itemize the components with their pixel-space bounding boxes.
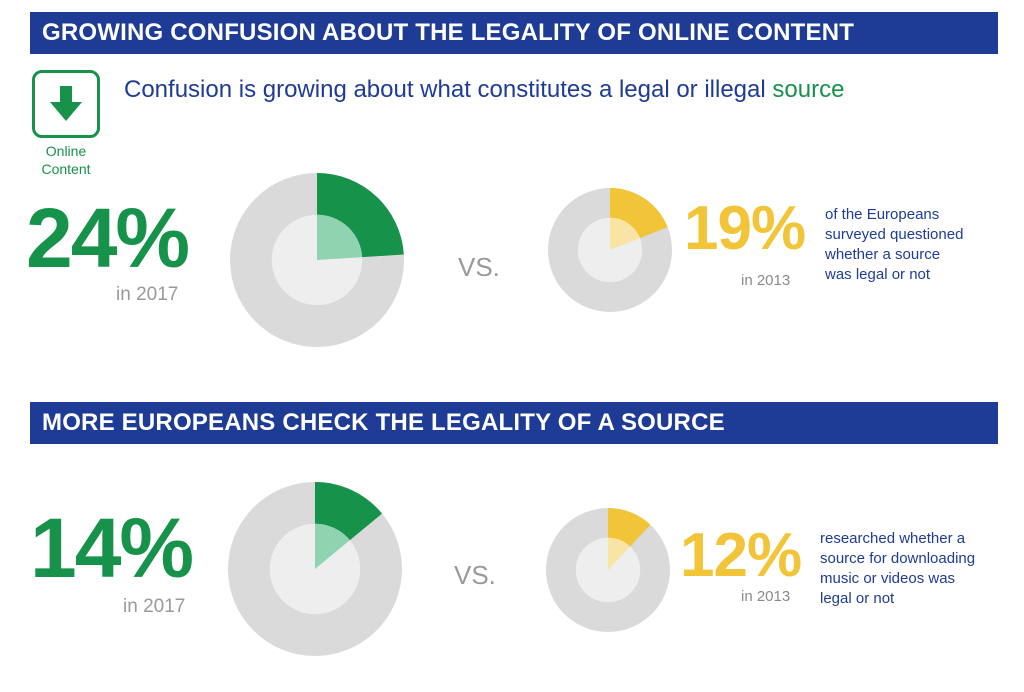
desc-line: of the Europeans <box>825 206 940 223</box>
confusion-2013-inner-slice <box>610 217 640 250</box>
section1-description: of the Europeans surveyed questioned whe… <box>825 205 963 285</box>
section1-vs: VS. <box>458 252 500 282</box>
section2-big-year: in 2017 <box>123 596 186 617</box>
desc-line: surveyed questioned <box>825 226 964 243</box>
section2-small-year: in 2013 <box>741 588 791 605</box>
subtitle-main: Confusion is growing about what constitu… <box>124 76 773 103</box>
section2-big-percent: 14% <box>30 501 194 595</box>
icon-caption-line2: Content <box>41 161 91 177</box>
download-arrow-icon <box>50 86 82 121</box>
section1-big-year: in 2017 <box>116 284 179 305</box>
icon-caption-line1: Online <box>45 143 87 159</box>
desc-line: researched whether a <box>820 530 966 547</box>
confusion-2017-inner-slice <box>317 214 363 260</box>
desc-line: music or videos was <box>820 570 956 587</box>
section2-title-banner: MORE EUROPEANS CHECK THE LEGALITY OF A S… <box>30 402 998 444</box>
section1-small-year: in 2013 <box>741 272 791 289</box>
section2-description: researched whether a source for download… <box>820 529 975 609</box>
donut-2017-check <box>228 482 402 656</box>
desc-line: was legal or not <box>825 266 931 283</box>
section1-subtitle: Confusion is growing about what constitu… <box>124 76 844 104</box>
desc-line: source for downloading <box>820 550 976 567</box>
donut-2013-check <box>546 508 670 632</box>
section1-big-percent: 24% <box>26 191 190 285</box>
icon-caption: Online Content <box>20 142 112 178</box>
subtitle-accent: source <box>772 76 845 103</box>
section1-title-banner: GROWING CONFUSION ABOUT THE LEGALITY OF … <box>30 12 998 54</box>
donut-2017-confusion <box>230 173 404 347</box>
desc-line: legal or not <box>820 590 895 607</box>
section2-small-percent: 12% <box>680 521 802 590</box>
section1-small-percent: 19% <box>684 194 806 263</box>
section2-vs: VS. <box>454 560 496 590</box>
desc-line: whether a source <box>825 246 941 263</box>
check-2017-inner-slice <box>315 523 350 569</box>
check-2013-inner-slice <box>608 537 631 570</box>
donut-2013-confusion <box>548 188 672 312</box>
online-content-icon-box <box>32 70 100 138</box>
